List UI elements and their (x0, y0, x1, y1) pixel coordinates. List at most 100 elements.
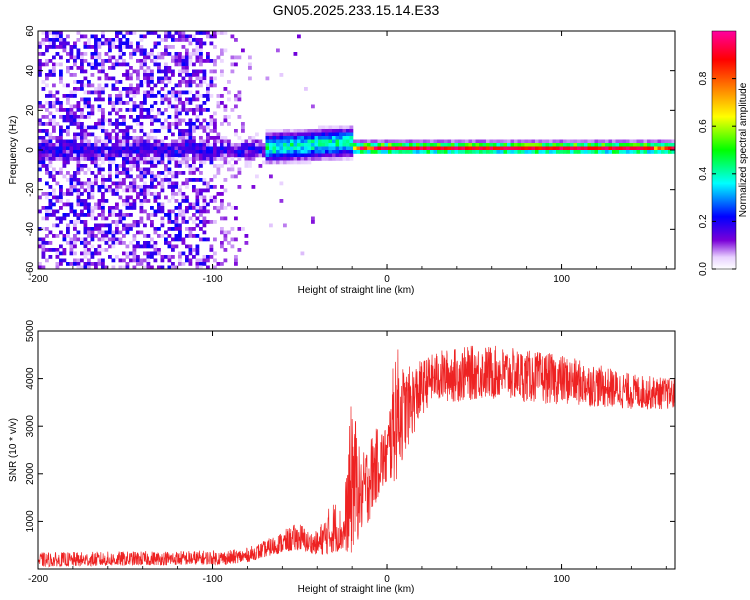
heatmap-cell (115, 136, 119, 140)
heatmap-cell (129, 146, 133, 151)
heatmap-cell (185, 62, 189, 67)
heatmap-cell (52, 66, 56, 70)
heatmap-cell (671, 143, 675, 147)
heatmap-cell (80, 62, 84, 67)
heatmap-cell (349, 125, 354, 130)
heatmap-cell (293, 136, 298, 140)
heatmap-cell (139, 192, 144, 196)
heatmap-cell (311, 157, 315, 161)
heatmap-cell (118, 171, 123, 175)
heatmap-cell (66, 234, 70, 238)
heatmap-cell (402, 139, 406, 144)
heatmap-cell (248, 55, 252, 60)
heatmap-cell (591, 139, 595, 144)
heatmap-cell (311, 129, 315, 133)
heatmap-cell (248, 146, 252, 151)
heatmap-cell (111, 136, 116, 140)
heatmap-cell (69, 181, 74, 186)
heatmap-cell (104, 129, 109, 133)
heatmap-cell (605, 139, 609, 144)
heatmap-cell (104, 59, 109, 63)
heatmap-cell (76, 188, 81, 193)
heatmap-cell (304, 153, 308, 158)
heatmap-cell (80, 115, 84, 119)
heatmap-cell (94, 122, 98, 126)
heatmap-cell (90, 143, 95, 147)
heatmap-cell (38, 59, 42, 63)
heatmap-cell (94, 248, 98, 252)
heatmap-cell (48, 111, 53, 116)
heatmap-cell (41, 115, 46, 119)
heatmap-cell (164, 83, 168, 88)
heatmap-cell (209, 94, 214, 98)
heatmap-cell (80, 157, 84, 161)
heatmap-cell (566, 150, 571, 154)
heatmap-cell (90, 237, 95, 242)
heatmap-cell (97, 153, 102, 158)
heatmap-cell (213, 185, 217, 189)
heatmap-cell (160, 87, 165, 91)
heatmap-cell (342, 150, 347, 154)
heatmap-cell (174, 244, 179, 249)
heatmap-cell (199, 153, 203, 158)
heatmap-cell (202, 181, 207, 186)
heatmap-cell (213, 251, 217, 256)
heatmap-cell (97, 94, 102, 98)
heatmap-cell (59, 45, 63, 49)
heatmap-cell (52, 202, 56, 207)
heatmap-cell (146, 265, 151, 269)
heatmap-cell (160, 185, 165, 189)
heatmap-cell (174, 143, 179, 147)
heatmap-cell (115, 101, 119, 105)
heatmap-cell (83, 251, 88, 256)
heatmap-cell (199, 262, 203, 266)
heatmap-cell (234, 160, 238, 165)
heatmap-cell (325, 153, 329, 158)
heatmap-cell (171, 69, 175, 74)
heatmap-cell (125, 136, 130, 140)
heatmap-cell (188, 139, 193, 144)
heatmap-cell (297, 153, 301, 158)
heatmap-cell (125, 45, 130, 49)
heatmap-cell (199, 108, 203, 112)
heatmap-cell (181, 59, 186, 63)
heatmap-cell (38, 153, 42, 158)
heatmap-cell (52, 34, 56, 39)
heatmap-cell (318, 150, 322, 154)
heatmap-cell (94, 143, 98, 147)
heatmap-cell (62, 115, 67, 119)
heatmap-cell (80, 213, 84, 217)
heatmap-cell (307, 143, 312, 147)
heatmap-cell (356, 146, 361, 151)
heatmap-cell (202, 101, 207, 105)
heatmap-cell (59, 132, 63, 137)
heatmap-cell (139, 108, 144, 112)
heatmap-cell (115, 62, 119, 67)
heatmap-cell (213, 136, 217, 140)
heatmap-cell (55, 52, 60, 56)
heatmap-cell (213, 129, 217, 133)
heatmap-cell (237, 248, 242, 252)
snr-series-line (38, 345, 675, 568)
heatmap-cell (255, 153, 259, 158)
heatmap-cell (157, 234, 161, 238)
heatmap-cell (349, 153, 354, 158)
heatmap-cell (265, 157, 270, 161)
heatmap-cell (76, 157, 81, 161)
heatmap-cell (55, 101, 60, 105)
heatmap-cell (160, 139, 165, 144)
heatmap-cell (199, 136, 203, 140)
heatmap-cell (118, 143, 123, 147)
heatmap-cell (272, 143, 277, 147)
heatmap-cell (328, 153, 333, 158)
heatmap-cell (118, 80, 123, 84)
heatmap-cell (171, 104, 175, 109)
heatmap-cell (101, 223, 105, 228)
heatmap-cell (220, 216, 224, 221)
heatmap-cell (125, 87, 130, 91)
heatmap-cell (178, 69, 182, 74)
heatmap-cell (283, 223, 287, 228)
heatmap-cell (59, 129, 63, 133)
heatmap-cell (269, 129, 273, 133)
heatmap-cell (234, 132, 238, 137)
